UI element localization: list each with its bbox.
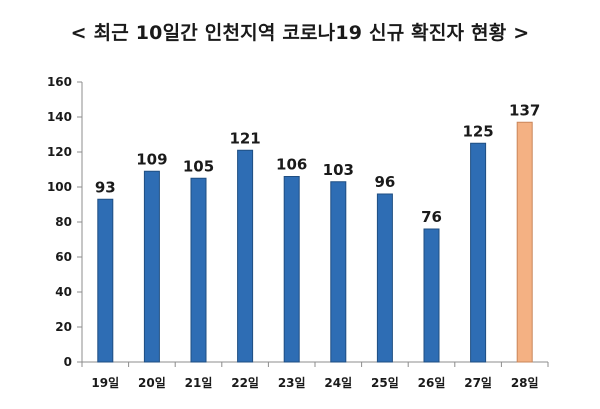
bar-25일 [376, 193, 393, 363]
y-tick-label: 20 [55, 320, 72, 334]
bar-20일 [143, 170, 160, 363]
bar-26일 [423, 228, 440, 363]
data-label: 105 [183, 157, 214, 175]
x-tick-label: 27일 [464, 376, 492, 390]
data-label: 125 [462, 122, 493, 140]
y-tick-label: 140 [47, 110, 72, 124]
x-tick-label: 19일 [91, 376, 119, 390]
x-tick-label: 24일 [324, 376, 352, 390]
bar-28일 [516, 121, 533, 363]
bar-23일 [283, 176, 300, 363]
bar-19일 [97, 198, 114, 363]
x-tick-label: 20일 [138, 376, 166, 390]
data-label: 103 [323, 161, 354, 179]
bar-21일 [190, 177, 207, 363]
bar-24일 [330, 181, 347, 363]
y-tick-label: 100 [47, 180, 72, 194]
x-tick-label: 23일 [278, 376, 306, 390]
y-tick-label: 120 [47, 145, 72, 159]
bar-22일 [237, 149, 254, 363]
data-label: 96 [374, 173, 395, 191]
data-label: 106 [276, 156, 307, 174]
data-label: 93 [95, 178, 116, 196]
bar-27일 [470, 142, 487, 363]
y-tick-label: 80 [55, 215, 72, 229]
x-tick-label: 21일 [185, 376, 213, 390]
x-tick-label: 28일 [511, 376, 539, 390]
x-tick-label: 25일 [371, 376, 399, 390]
x-tick-label: 26일 [418, 376, 446, 390]
y-tick-label: 0 [64, 355, 72, 369]
y-tick-label: 40 [55, 285, 72, 299]
data-label: 121 [229, 129, 260, 147]
data-label: 109 [136, 150, 167, 168]
y-tick-label: 60 [55, 250, 72, 264]
y-tick-label: 160 [47, 75, 72, 89]
data-label: 137 [509, 101, 540, 119]
chart-title: < 최근 10일간 인천지역 코로나19 신규 확진자 현황 > [70, 22, 530, 44]
x-tick-label: 22일 [231, 376, 259, 390]
data-label: 76 [421, 208, 442, 226]
